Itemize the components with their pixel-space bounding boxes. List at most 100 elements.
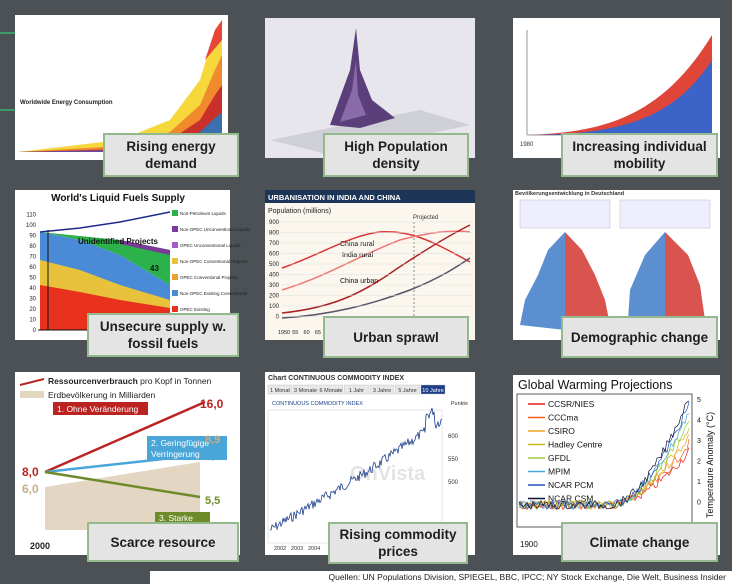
legend-swatch xyxy=(172,258,178,264)
caption: Rising commodity prices xyxy=(328,522,468,564)
thumb-text: Worldwide Energy Consumption xyxy=(20,100,113,106)
tick-label: 200 xyxy=(269,294,280,300)
tick-label: 500 xyxy=(269,262,280,268)
thumb-text: Verringerung xyxy=(151,449,200,459)
tab-label: 6 Monate xyxy=(320,388,343,394)
tick-label: 600 xyxy=(448,434,459,440)
legend-label: CCCma xyxy=(548,413,578,423)
thumb-text: 8,0 xyxy=(205,450,220,462)
tick-label: 300 xyxy=(269,283,280,289)
tick-label: 2 xyxy=(697,459,701,466)
tile-resource: Ressourcenverbrauch pro Kopf in Tonnen E… xyxy=(15,372,240,555)
tick-label: 550 xyxy=(448,457,459,463)
caption: Climate change xyxy=(561,522,718,562)
thumb-text: 43 xyxy=(150,264,159,273)
thumb-title: Global Warming Projections xyxy=(518,378,672,392)
thumb-text: 8,0 xyxy=(22,465,39,479)
tick-label: 0 xyxy=(697,500,701,507)
tick-label: 10 xyxy=(29,318,36,324)
projection-line xyxy=(518,400,690,510)
legend-swatch xyxy=(172,274,178,280)
tab xyxy=(420,384,446,395)
caption: Demographic change xyxy=(561,316,718,358)
tab xyxy=(318,384,344,395)
tick-label: 65 xyxy=(315,330,321,336)
thumb-text: Ressourcenverbrauch pro Kopf in Tonnen xyxy=(48,376,212,386)
caption: Rising energy demand xyxy=(103,133,239,177)
thumb-text: Punkte xyxy=(451,401,468,407)
legend-label: Non-OPEC Existing Conventional xyxy=(180,291,247,296)
thumb-text: 2. Geringfügige xyxy=(151,438,209,448)
legend-swatch xyxy=(172,226,178,232)
legend-label: NCAR CSM xyxy=(548,494,593,504)
caption: Increasing individual mobility xyxy=(561,133,718,177)
thumb-title: URBANISATION IN INDIA AND CHINA xyxy=(268,193,401,202)
thumb-text: China rural xyxy=(340,241,375,248)
thumb-text: Projected xyxy=(413,215,438,221)
thumb-text: China urban xyxy=(340,278,378,285)
tab xyxy=(369,384,395,395)
legend-swatch xyxy=(172,306,178,312)
legend-label: Hadley Centre xyxy=(548,440,603,450)
legend-swatch xyxy=(172,290,178,296)
thumb-text: India rural xyxy=(342,252,374,259)
legend-label: OPEC Conventional Projects xyxy=(180,275,239,280)
tick-label: 80 xyxy=(29,244,36,250)
legend-label: MPIM xyxy=(548,467,570,477)
thumb-text: 1900 xyxy=(520,540,538,549)
thumb-text: CONTINUOUS COMMODITY INDEX xyxy=(272,401,363,407)
tick-label: 2004 xyxy=(308,546,320,552)
legend-label: CSIRO xyxy=(548,426,575,436)
tick-label: 1 xyxy=(697,479,701,486)
legend-label: NCAR PCM xyxy=(548,480,593,490)
watermark: OnVista xyxy=(350,463,426,485)
tick-label: 4 xyxy=(697,418,701,425)
thumb-text: 5,5 xyxy=(205,495,220,507)
tick-label: 800 xyxy=(269,231,280,237)
tile-urban: URBANISATION IN INDIA AND CHINA Populati… xyxy=(265,190,475,340)
tick-label: 700 xyxy=(269,241,280,247)
legend-label: CCSR/NIES xyxy=(548,399,595,409)
tick-label: 50 xyxy=(29,276,36,282)
thumb-text: 1980 xyxy=(520,142,534,148)
thumb-text: 16,0 xyxy=(200,397,224,411)
tab-label: 10 Jahre xyxy=(422,388,443,394)
thumb-text: pro Kopf in Tonnen xyxy=(140,376,211,386)
thumb-title: World's Liquid Fuels Supply xyxy=(51,193,185,204)
thumb-text: 3. Starke xyxy=(159,513,193,523)
tick-label: 60 xyxy=(29,265,36,271)
thumb-title: Bevölkerungsentwicklung in Deutschland xyxy=(515,191,624,197)
tick-label: 600 xyxy=(269,252,280,258)
legend-label: Non-OPEC Unconventional Liquids xyxy=(180,227,251,232)
legend-label: Non-Petroleum Liquids xyxy=(180,211,227,216)
legend-label: OPEC Unconventional Liquids xyxy=(180,243,241,248)
footer-bar xyxy=(150,571,732,584)
tick-label: 90 xyxy=(29,234,36,240)
legend-swatch xyxy=(172,210,178,216)
tick-label: 2003 xyxy=(291,546,303,552)
thumb-text: 2000 xyxy=(30,541,50,551)
thumb-text: Erdbevölkerung in Milliarden xyxy=(48,390,156,400)
thumb-text: Ressourcenverbrauch xyxy=(48,376,138,386)
thumb-title: Chart CONTINUOUS COMMODITY INDEX xyxy=(268,375,404,382)
tab-label: 5 Jahre xyxy=(398,388,416,394)
caption: Scarce resource xyxy=(87,522,239,562)
tick-label: 55 xyxy=(292,330,298,336)
legend-swatch xyxy=(172,242,178,248)
tick-label: 3 xyxy=(697,438,701,445)
tick-label: 500 xyxy=(448,480,459,486)
tick-label: 1950 xyxy=(278,330,290,336)
tick-label: 70 xyxy=(29,255,36,261)
tick-label: 400 xyxy=(269,273,280,279)
legend-label: Non-OPEC Conventional Projects xyxy=(180,259,248,264)
thumb-text: 6,0 xyxy=(22,482,39,496)
tab xyxy=(267,384,293,395)
tick-label: 40 xyxy=(29,286,36,292)
axis-label: Temperature Anomaly (°C) xyxy=(705,412,715,518)
caption: Urban sprawl xyxy=(323,316,469,358)
tab xyxy=(293,384,318,395)
legend-label: GFDL xyxy=(548,453,571,463)
tick-label: 60 xyxy=(304,330,310,336)
